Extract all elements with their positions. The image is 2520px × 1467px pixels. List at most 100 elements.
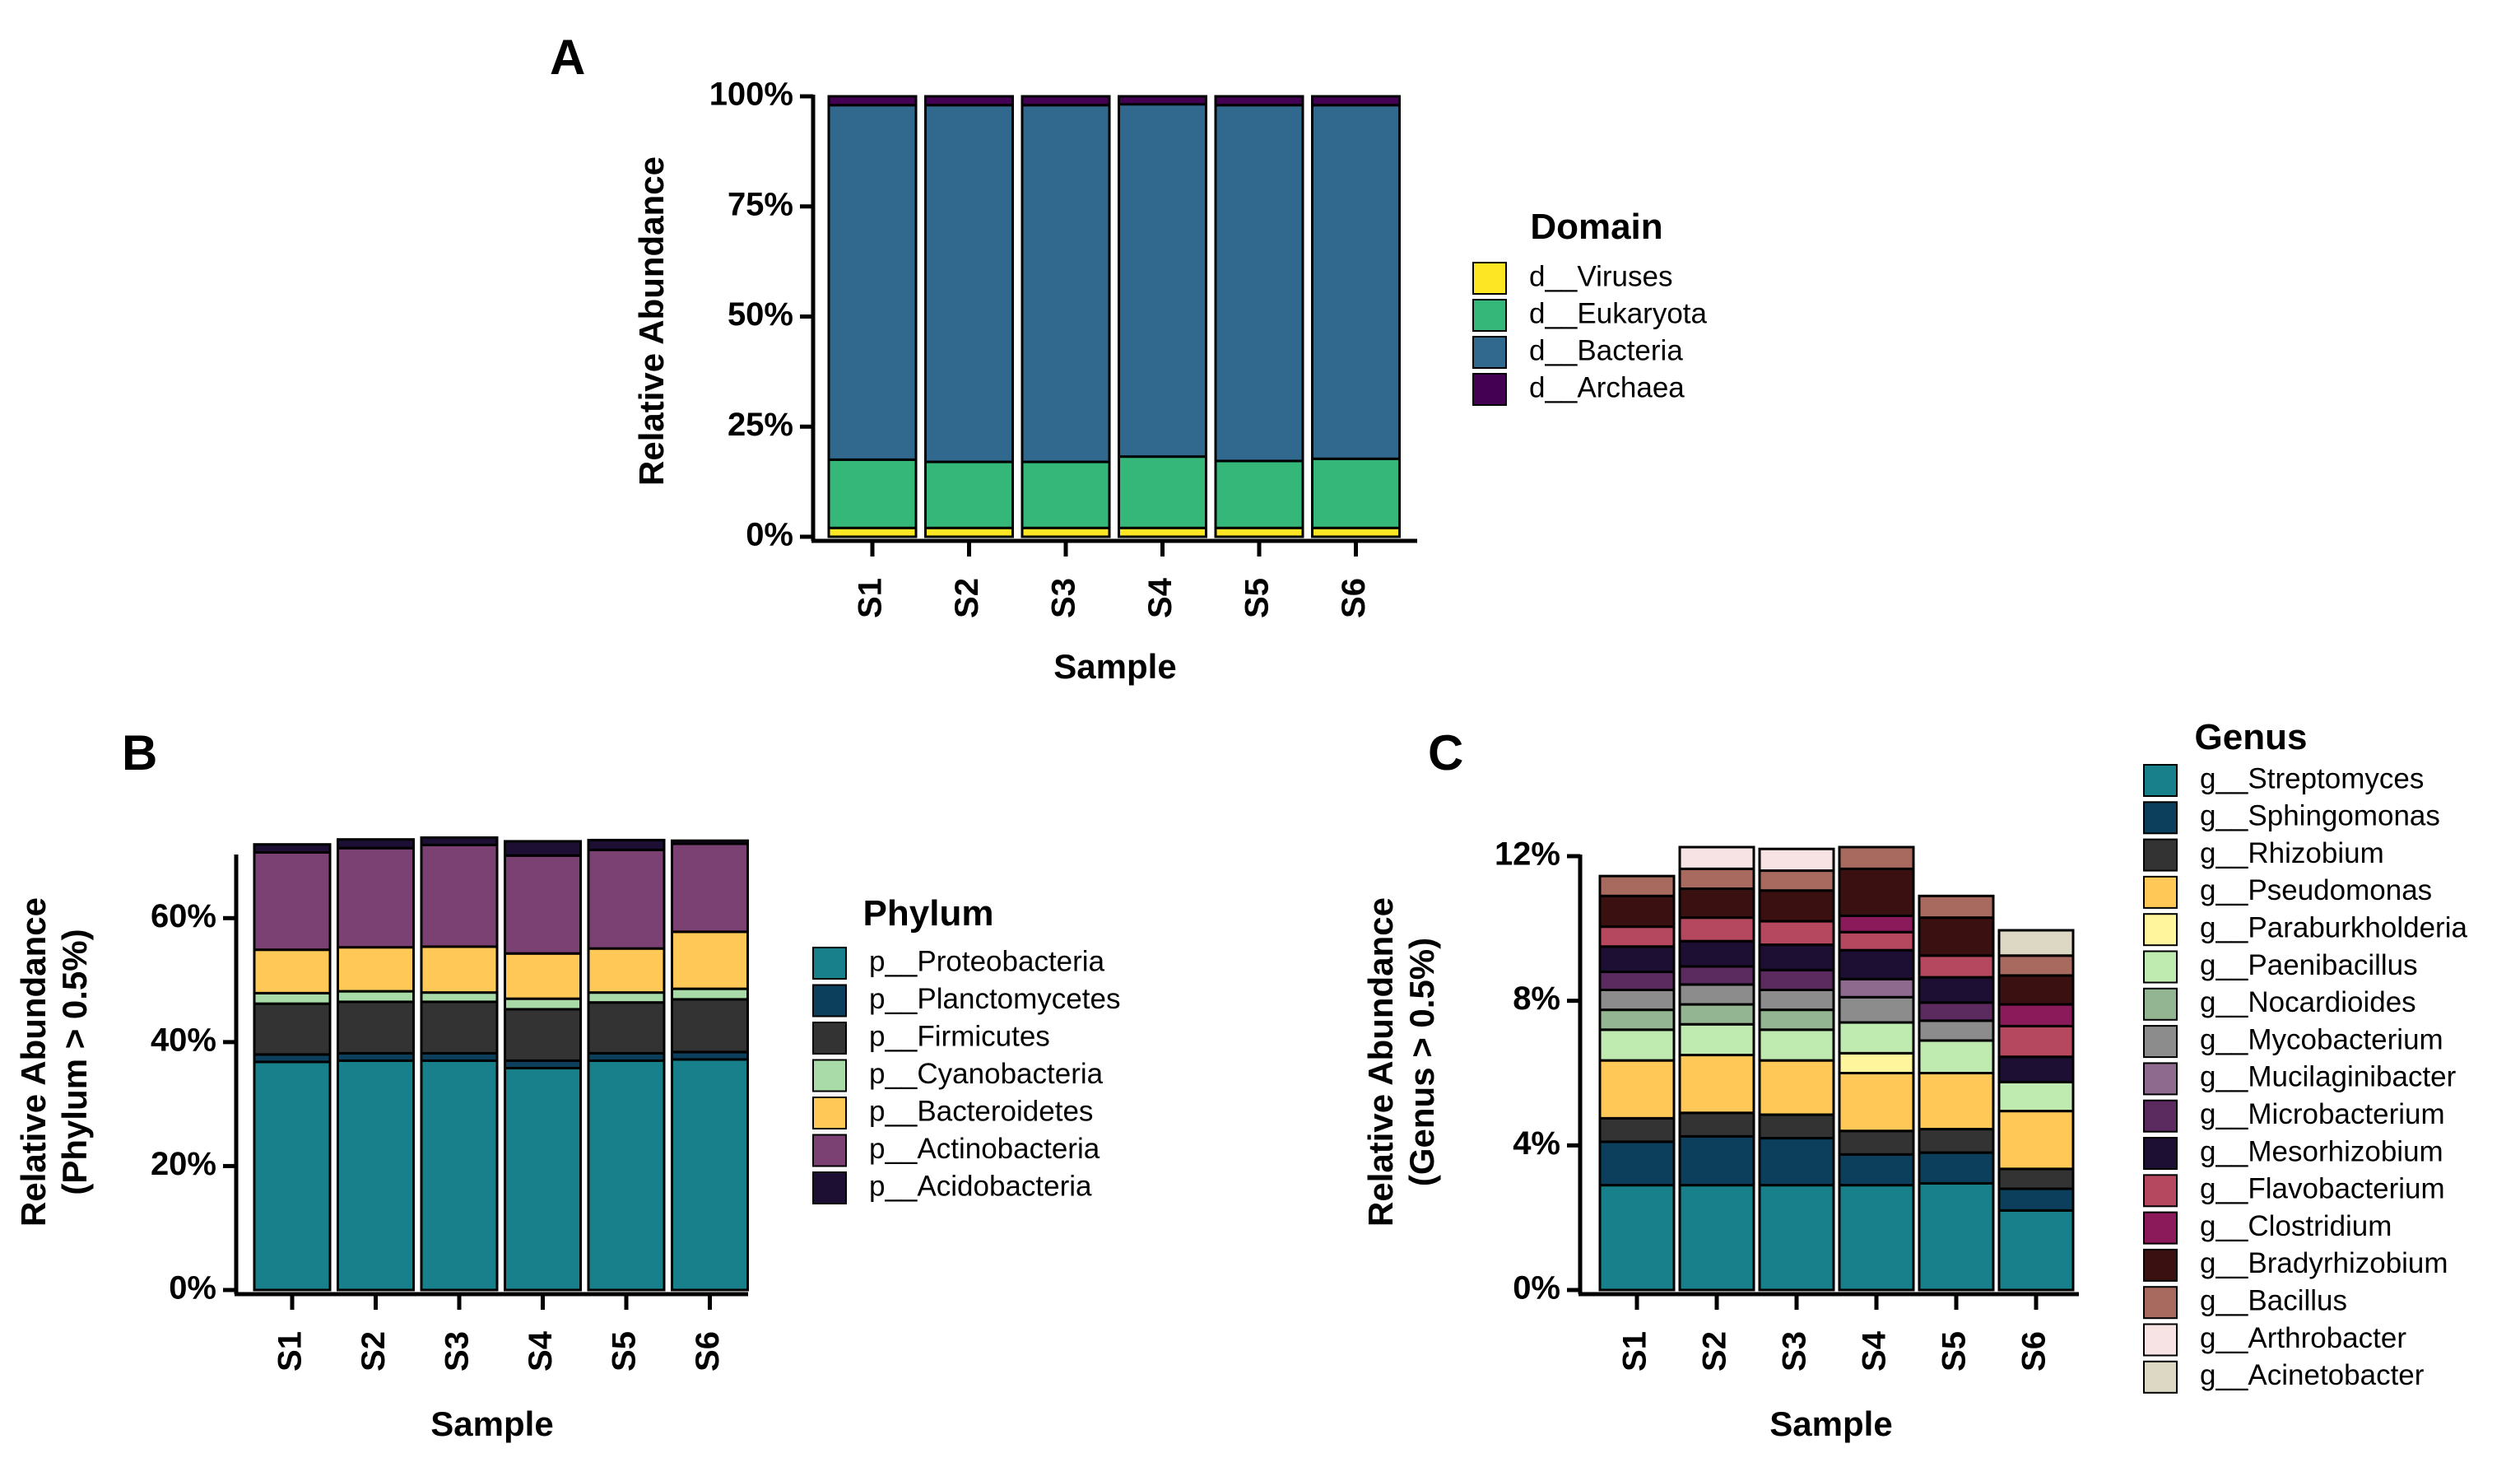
y-tick-label: 40% (151, 1022, 216, 1058)
legend-label-g-mucilaginibacter: g__Mucilaginibacter (2200, 1061, 2457, 1093)
bar-segment-p-actinobacteria-s2 (337, 846, 415, 949)
bar-segment-g-microbacterium-s1 (1598, 971, 1676, 991)
panel-a: A S1 S2 S3 S4 S5 S6 0% 25% 50% 75% 100% Sample Rel… (550, 30, 1708, 686)
bar-segment-g-streptomyces-s4 (1838, 1184, 1915, 1292)
legend-swatch-g-rhizobium (2143, 838, 2178, 872)
bar-segment-g-mesorhizobium-s5 (1918, 976, 1995, 1004)
bar-segment-p-cyanobacteria-s4 (504, 997, 582, 1011)
y-tick-label: 60% (151, 898, 216, 934)
bar-segment-g-paenibacillus-s1 (1598, 1028, 1676, 1062)
bar-segment-g-arthrobacter-s3 (1758, 847, 1835, 873)
panel-c-y-axis-title: Relative Abundance (Genus > 0.5%) (1361, 897, 1441, 1227)
bar-segment-d-bacteria-s6 (1311, 104, 1401, 460)
legend-swatch-g-sphingomonas (2143, 801, 2178, 835)
y-tick-label: 0% (169, 1270, 216, 1306)
legend-swatch-g-arthrobacter (2143, 1323, 2178, 1357)
bar-segment-g-sphingomonas-s4 (1838, 1153, 1915, 1187)
legend-swatch-g-bradyrhizobium (2143, 1248, 2178, 1282)
y-tick-label: 4% (1513, 1125, 1560, 1162)
bar-segment-g-rhizobium-s2 (1678, 1111, 1755, 1138)
bar-segment-g-bradyrhizobium-s5 (1918, 916, 1995, 957)
bar-segment-g-mycobacterium-s1 (1598, 988, 1676, 1012)
bar-segment-g-pseudomonas-s6 (1997, 1110, 2075, 1171)
legend-label-p-actinobacteria: p__Actinobacteria (869, 1133, 1100, 1165)
panel-a-legend: Domain d__Viruses d__Eukaryota d__Bacteriad… (1472, 207, 1708, 406)
bar-segment-g-mesorhizobium-s4 (1838, 948, 1915, 980)
bar-segment-g-pseudomonas-s2 (1678, 1054, 1755, 1115)
bar-segment-g-rhizobium-s1 (1598, 1116, 1676, 1143)
bar-segment-d-viruses-s2 (924, 526, 1014, 538)
legend-label-d-eukaryota: d__Eukaryota (1529, 297, 1708, 329)
legend-label-p-proteobacteria: p__Proteobacteria (869, 945, 1105, 977)
bar-segment-g-pseudomonas-s3 (1758, 1059, 1835, 1116)
bar-segment-p-actinobacteria-s5 (587, 848, 666, 950)
bar-segment-d-eukaryota-s1 (827, 458, 918, 529)
y-tick-label: 50% (728, 296, 793, 333)
bar-segment-p-actinobacteria-s6 (671, 842, 749, 934)
bar-segment-g-flavobacterium-s3 (1758, 920, 1835, 947)
bar-segment-p-firmicutes-s3 (420, 1000, 499, 1055)
panel-c: C S1 S2 S3 S4 S5 S6 0% 4% 8% 12% Sample Relative … (1361, 717, 2467, 1443)
bar-segment-g-paenibacillus-s4 (1838, 1021, 1915, 1055)
bar-segment-p-firmicutes-s1 (253, 1002, 332, 1056)
x-tick-label-s1: S1 (272, 1331, 309, 1372)
bar-segment-g-nocardioides-s1 (1598, 1008, 1676, 1032)
y-tick-label: 100% (709, 77, 793, 113)
bar-segment-g-flavobacterium-s2 (1678, 916, 1755, 943)
bar-segment-g-bradyrhizobium-s2 (1678, 887, 1755, 920)
panel-b: B S1 S2 S3 S4 S5 S6 0% 20% 40% 60% Sample Relativ… (14, 725, 1120, 1443)
x-tick-label-s5: S5 (1239, 578, 1276, 618)
legend-label-g-mycobacterium: g__Mycobacterium (2200, 1023, 2443, 1055)
panel-letter-b: B (122, 725, 157, 780)
legend-swatch-d-eukaryota (1472, 299, 1507, 332)
legend-label-d-viruses: d__Viruses (1529, 260, 1672, 292)
bar-segment-g-nocardioides-s2 (1678, 1003, 1755, 1026)
bar-segment-d-viruses-s1 (827, 526, 918, 538)
x-tick-label-s3: S3 (439, 1331, 476, 1372)
panel-b-y-axis-title: Relative Abundance (Phylum > 0.5%) (14, 897, 94, 1227)
panel-a-x-axis-title: Sample (1053, 647, 1176, 686)
legend-label-p-firmicutes: p__Firmicutes (869, 1020, 1050, 1052)
bar-segment-p-proteobacteria-s5 (587, 1059, 666, 1292)
legend-label-p-planctomycetes: p__Planctomycetes (869, 983, 1120, 1015)
legend-swatch-g-microbacterium (2143, 1099, 2178, 1133)
bar-segment-g-rhizobium-s5 (1918, 1128, 1995, 1154)
bar-segment-g-mesorhizobium-s6 (1997, 1055, 2075, 1083)
legend-swatch-g-flavobacterium (2143, 1174, 2178, 1208)
bar-segment-p-proteobacteria-s1 (253, 1060, 332, 1292)
bar-segment-p-acidobacteria-s3 (420, 836, 499, 846)
y-tick-label: 0% (746, 517, 793, 553)
y-tick-label: 0% (1513, 1270, 1560, 1306)
x-tick-label-s1: S1 (1617, 1331, 1653, 1372)
bar-segment-p-firmicutes-s6 (671, 998, 749, 1054)
bar-segment-p-bacteroidetes-s1 (253, 948, 332, 994)
legend-title: Phylum (863, 893, 994, 934)
panel-c-legend: Genus g__Streptomyces g__Sphingomonas g__Rh… (2143, 717, 2467, 1394)
bar-segment-p-proteobacteria-s4 (504, 1066, 582, 1292)
bar-segment-p-firmicutes-s4 (504, 1008, 582, 1062)
y-tick-label: 8% (1513, 980, 1560, 1017)
x-tick-label-s6: S6 (2016, 1331, 2053, 1372)
bar-segment-g-sphingomonas-s6 (1997, 1187, 2075, 1212)
bar-segment-g-sphingomonas-s5 (1918, 1151, 1995, 1185)
bar-segment-g-flavobacterium-s6 (1997, 1024, 2075, 1059)
legend-title: Genus (2195, 717, 2308, 757)
legend-swatch-g-acinetobacter (2143, 1360, 2178, 1394)
bar-segment-p-acidobacteria-s2 (337, 838, 415, 850)
y-tick-label: 25% (728, 407, 793, 443)
bar-segment-p-actinobacteria-s3 (420, 843, 499, 948)
bar-segment-g-nocardioides-s3 (1758, 1008, 1835, 1032)
legend-label-d-bacteria: d__Bacteria (1529, 334, 1683, 366)
legend-swatch-g-mesorhizobium (2143, 1137, 2178, 1170)
legend-swatch-p-proteobacteria (812, 947, 847, 980)
x-tick-label-s3: S3 (1777, 1331, 1813, 1372)
panel-b-y-axis-title-line-2: (Phylum > 0.5%) (55, 929, 94, 1195)
panel-b-x-axis-title: Sample (430, 1404, 553, 1443)
bar-segment-p-cyanobacteria-s6 (671, 987, 749, 1001)
svg-text:Relative Abundance: Relative Abundance (632, 156, 671, 486)
bar-segment-g-sphingomonas-s1 (1598, 1140, 1676, 1187)
bar-segment-p-actinobacteria-s1 (253, 850, 332, 952)
bar-segment-g-streptomyces-s3 (1758, 1184, 1835, 1292)
panel-letter-c: C (1428, 725, 1463, 780)
